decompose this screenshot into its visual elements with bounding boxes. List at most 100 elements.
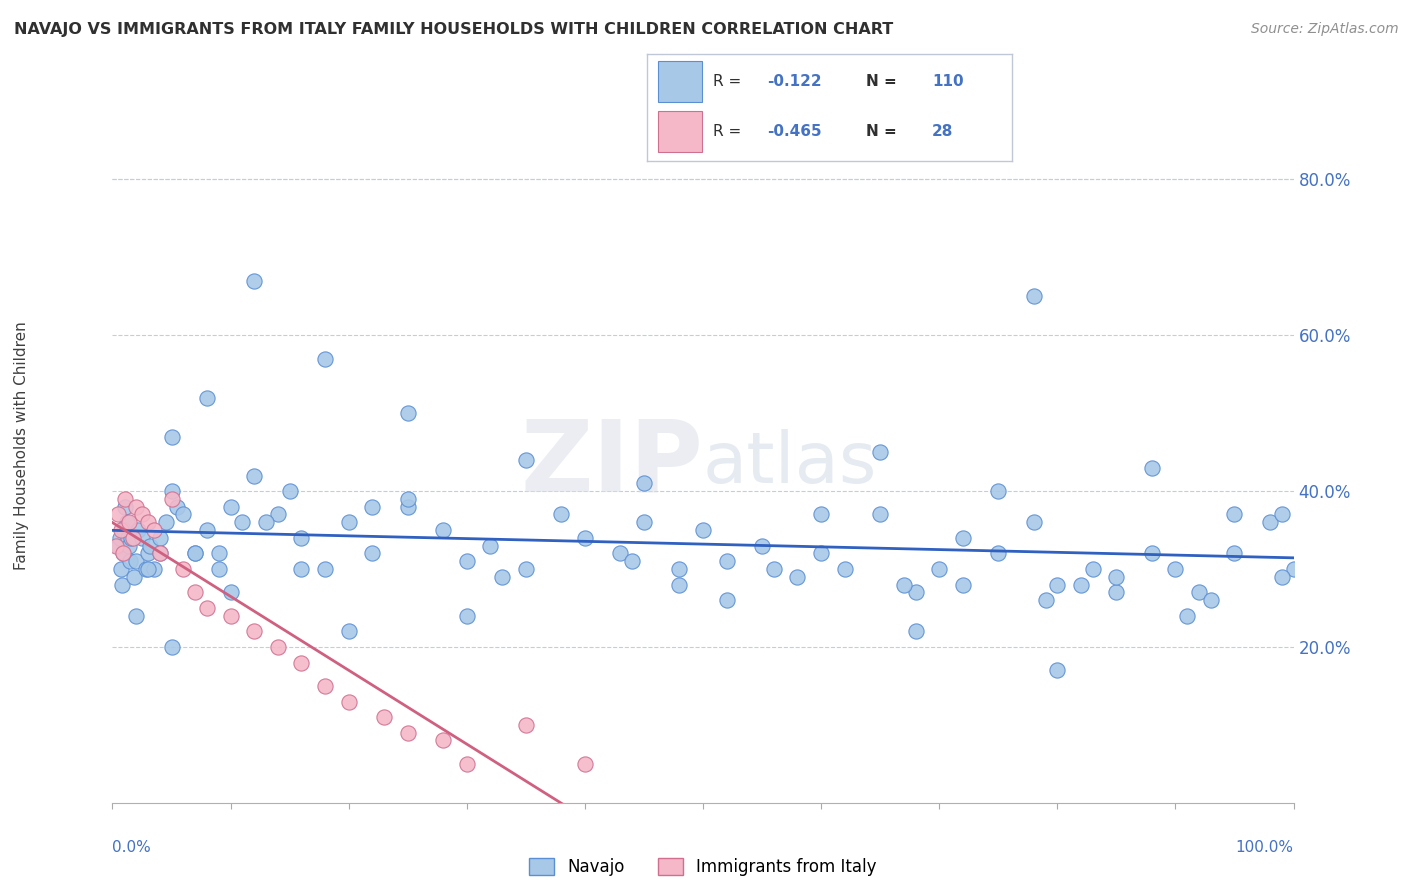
Point [160, 640, 183, 654]
Point [208, 562, 231, 576]
Point [550, 508, 572, 522]
Point [1140, 460, 1163, 475]
Point [337, 624, 360, 639]
Text: N =: N = [866, 74, 903, 89]
Point [121, 531, 143, 545]
Point [1105, 570, 1128, 584]
Point [1258, 516, 1281, 530]
Point [515, 562, 537, 576]
Point [290, 562, 312, 576]
Point [314, 562, 336, 576]
Point [267, 640, 290, 654]
Point [1140, 546, 1163, 560]
Point [1164, 562, 1187, 576]
Point [112, 546, 135, 560]
Point [139, 539, 162, 553]
Point [1282, 562, 1305, 576]
Point [952, 531, 974, 545]
Point [243, 468, 266, 483]
Point [243, 624, 266, 639]
Text: 110: 110 [932, 74, 963, 89]
Point [751, 539, 773, 553]
Point [160, 491, 183, 506]
Text: -0.122: -0.122 [768, 74, 823, 89]
Point [373, 710, 395, 724]
Point [105, 539, 128, 553]
Point [136, 516, 159, 530]
Point [396, 500, 419, 514]
Point [122, 570, 145, 584]
Point [762, 562, 785, 576]
Point [278, 484, 301, 499]
Point [231, 516, 253, 530]
Point [172, 508, 194, 522]
Point [987, 484, 1010, 499]
Point [114, 500, 136, 514]
Point [479, 539, 502, 553]
Bar [658, 112, 702, 152]
Point [1199, 593, 1222, 607]
Point [337, 516, 360, 530]
Point [120, 554, 142, 568]
Point [361, 500, 384, 514]
Point [1223, 508, 1246, 522]
Point [142, 562, 165, 576]
Point [172, 562, 194, 576]
Point [149, 546, 172, 560]
Point [254, 516, 277, 530]
Point [869, 445, 891, 459]
Legend: Navajo, Immigrants from Italy: Navajo, Immigrants from Italy [523, 851, 883, 882]
Point [1175, 608, 1198, 623]
Text: Family Households with Children: Family Households with Children [14, 322, 28, 570]
Point [432, 523, 454, 537]
Point [184, 546, 207, 560]
Point [290, 531, 312, 545]
Point [184, 546, 207, 560]
Point [127, 523, 149, 537]
Point [361, 546, 384, 560]
Point [290, 656, 312, 670]
Point [243, 274, 266, 288]
Point [1022, 289, 1045, 303]
Point [1035, 593, 1057, 607]
Point [1188, 585, 1211, 599]
Text: atlas: atlas [703, 429, 877, 499]
Point [131, 508, 153, 522]
Point [160, 429, 183, 443]
Point [155, 516, 177, 530]
Point [135, 562, 157, 576]
Text: -0.465: -0.465 [768, 124, 823, 139]
Point [107, 539, 129, 553]
Text: R =: R = [713, 74, 745, 89]
Point [112, 523, 135, 537]
Text: 0.0%: 0.0% [112, 840, 152, 855]
Point [149, 531, 172, 545]
Point [131, 531, 153, 545]
Point [491, 570, 513, 584]
Point [166, 500, 188, 514]
Point [432, 733, 454, 747]
Point [904, 585, 927, 599]
Point [195, 391, 218, 405]
Text: NAVAJO VS IMMIGRANTS FROM ITALY FAMILY HOUSEHOLDS WITH CHILDREN CORRELATION CHAR: NAVAJO VS IMMIGRANTS FROM ITALY FAMILY H… [14, 22, 893, 37]
Point [609, 546, 631, 560]
Point [893, 577, 915, 591]
Point [160, 484, 183, 499]
Bar [658, 61, 702, 102]
Point [834, 562, 856, 576]
Point [115, 516, 138, 530]
Point [456, 608, 478, 623]
Point [184, 585, 207, 599]
Point [110, 523, 132, 537]
Point [125, 500, 148, 514]
Point [120, 531, 142, 545]
Point [142, 523, 165, 537]
Point [1070, 577, 1092, 591]
Text: 100.0%: 100.0% [1236, 840, 1294, 855]
Point [456, 554, 478, 568]
Text: ZIP: ZIP [520, 416, 703, 512]
Point [1271, 508, 1294, 522]
Point [1046, 577, 1069, 591]
Point [108, 531, 131, 545]
Point [1022, 516, 1045, 530]
